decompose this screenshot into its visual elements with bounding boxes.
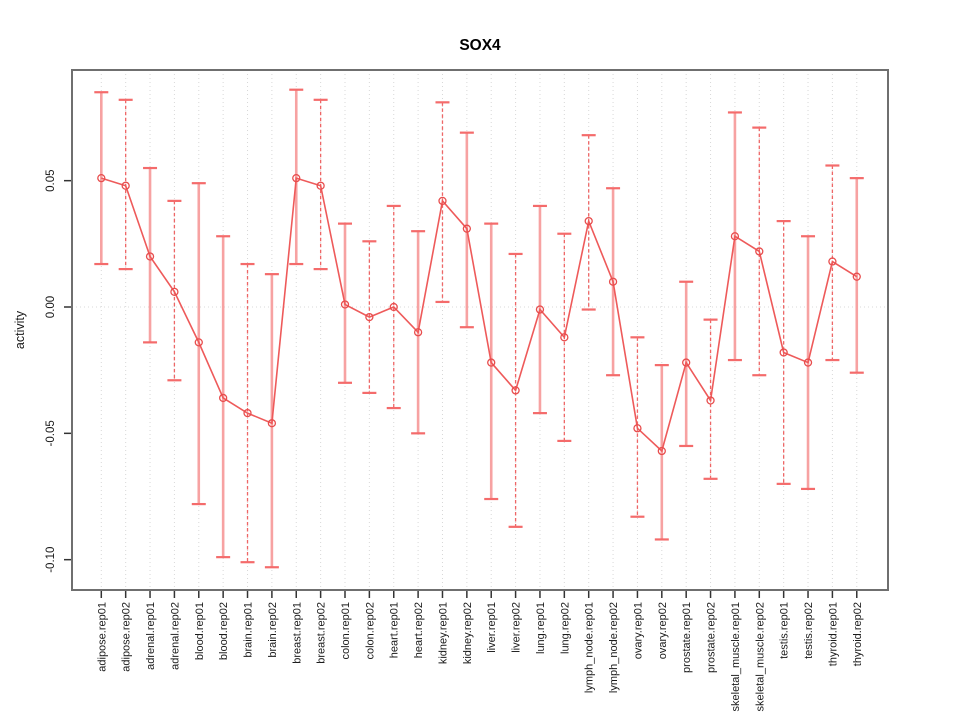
x-tick-label: skeletal_muscle.rep02: [754, 602, 766, 711]
x-tick-label: thyroid.rep01: [827, 602, 839, 666]
x-tick-label: brain.rep01: [243, 602, 255, 658]
y-tick-label: 0.00: [45, 296, 57, 318]
error-bar-layer: [94, 88, 864, 569]
y-axis-label: activity: [13, 310, 27, 349]
data-point-marker: [292, 173, 301, 183]
data-point-marker: [243, 408, 252, 418]
data-point-marker: [170, 287, 179, 296]
data-point-marker: [730, 232, 740, 241]
x-tick-label: blood.rep02: [218, 602, 230, 660]
x-tick-label: breast.rep01: [291, 602, 303, 664]
x-tick-label: kidney.rep01: [437, 602, 449, 664]
data-point-marker: [487, 358, 496, 367]
data-point-marker: [340, 300, 350, 309]
data-point-marker: [560, 333, 569, 342]
x-tick-label: liver.rep02: [511, 602, 523, 653]
x-tick-label: lung.rep02: [559, 602, 571, 654]
data-point-marker: [608, 277, 618, 286]
x-tick-label: adrenal.rep02: [169, 602, 181, 670]
x-tick-label: thyroid.rep02: [852, 602, 864, 666]
data-point-marker: [267, 419, 277, 428]
data-point-marker: [145, 252, 155, 261]
data-point-marker: [852, 272, 861, 281]
x-tick-label: skeletal_muscle.rep01: [730, 602, 742, 711]
x-tick-label: prostate.rep01: [681, 602, 693, 673]
x-tick-label: testis.rep02: [803, 602, 815, 659]
data-point-marker: [682, 358, 691, 367]
axis-layer: 0.05 0.00 -0.05 -0.10 adipose.rep01 adipose.r…: [45, 69, 889, 711]
data-point-marker: [316, 181, 325, 190]
grid-layer: [72, 70, 888, 590]
x-tick-label: blood.rep01: [194, 602, 206, 660]
x-tick-label: adrenal.rep01: [145, 602, 157, 670]
data-point-marker: [535, 305, 545, 314]
x-tick-label: ovary.rep02: [657, 602, 669, 659]
data-point-marker: [218, 393, 228, 403]
data-point-marker: [413, 328, 423, 337]
x-tick-label: lymph_node.rep01: [584, 602, 596, 693]
data-point-marker: [511, 386, 520, 395]
x-tick-label: heart.rep01: [389, 602, 401, 658]
x-tick-label: liver.rep01: [486, 602, 498, 653]
data-point-marker: [779, 348, 788, 357]
data-point-marker: [365, 312, 374, 322]
data-point-marker: [194, 338, 203, 347]
data-point-marker: [389, 302, 398, 312]
data-point-marker: [462, 224, 472, 233]
x-tick-label: brain.rep02: [267, 602, 279, 658]
x-tick-label: adipose.rep02: [121, 602, 133, 672]
x-tick-label: adipose.rep01: [96, 602, 108, 672]
data-point-marker: [828, 257, 837, 266]
x-tick-label: ovary.rep01: [632, 602, 644, 659]
x-tick-label: lymph_node.rep02: [608, 602, 620, 693]
data-point-marker: [657, 446, 666, 456]
x-tick-label: prostate.rep02: [706, 602, 718, 673]
data-point-marker: [584, 216, 593, 226]
data-point-marker: [803, 358, 813, 367]
x-tick-label: lung.rep01: [535, 602, 547, 654]
data-point-marker: [633, 424, 642, 433]
x-tick-label: colon.rep01: [340, 602, 352, 660]
x-tick-label: colon.rep02: [364, 602, 376, 660]
chart-title: SOX4: [459, 37, 501, 54]
y-tick-label: -0.05: [45, 420, 57, 446]
series-line: [101, 177, 858, 453]
data-point-marker: [755, 247, 764, 256]
x-tick-label: breast.rep02: [316, 602, 328, 664]
plot-frame: [71, 69, 889, 591]
y-tick-label: 0.05: [45, 169, 57, 191]
data-point-marker: [97, 173, 106, 183]
data-point-marker: [121, 181, 130, 190]
data-point-marker: [438, 196, 447, 206]
x-tick-label: heart.rep02: [413, 602, 425, 658]
data-point-marker: [706, 396, 715, 405]
x-tick-label: testis.rep01: [779, 602, 791, 659]
series-layer: [97, 173, 861, 456]
x-tick-label: kidney.rep02: [462, 602, 474, 664]
y-tick-label: -0.10: [45, 547, 57, 573]
